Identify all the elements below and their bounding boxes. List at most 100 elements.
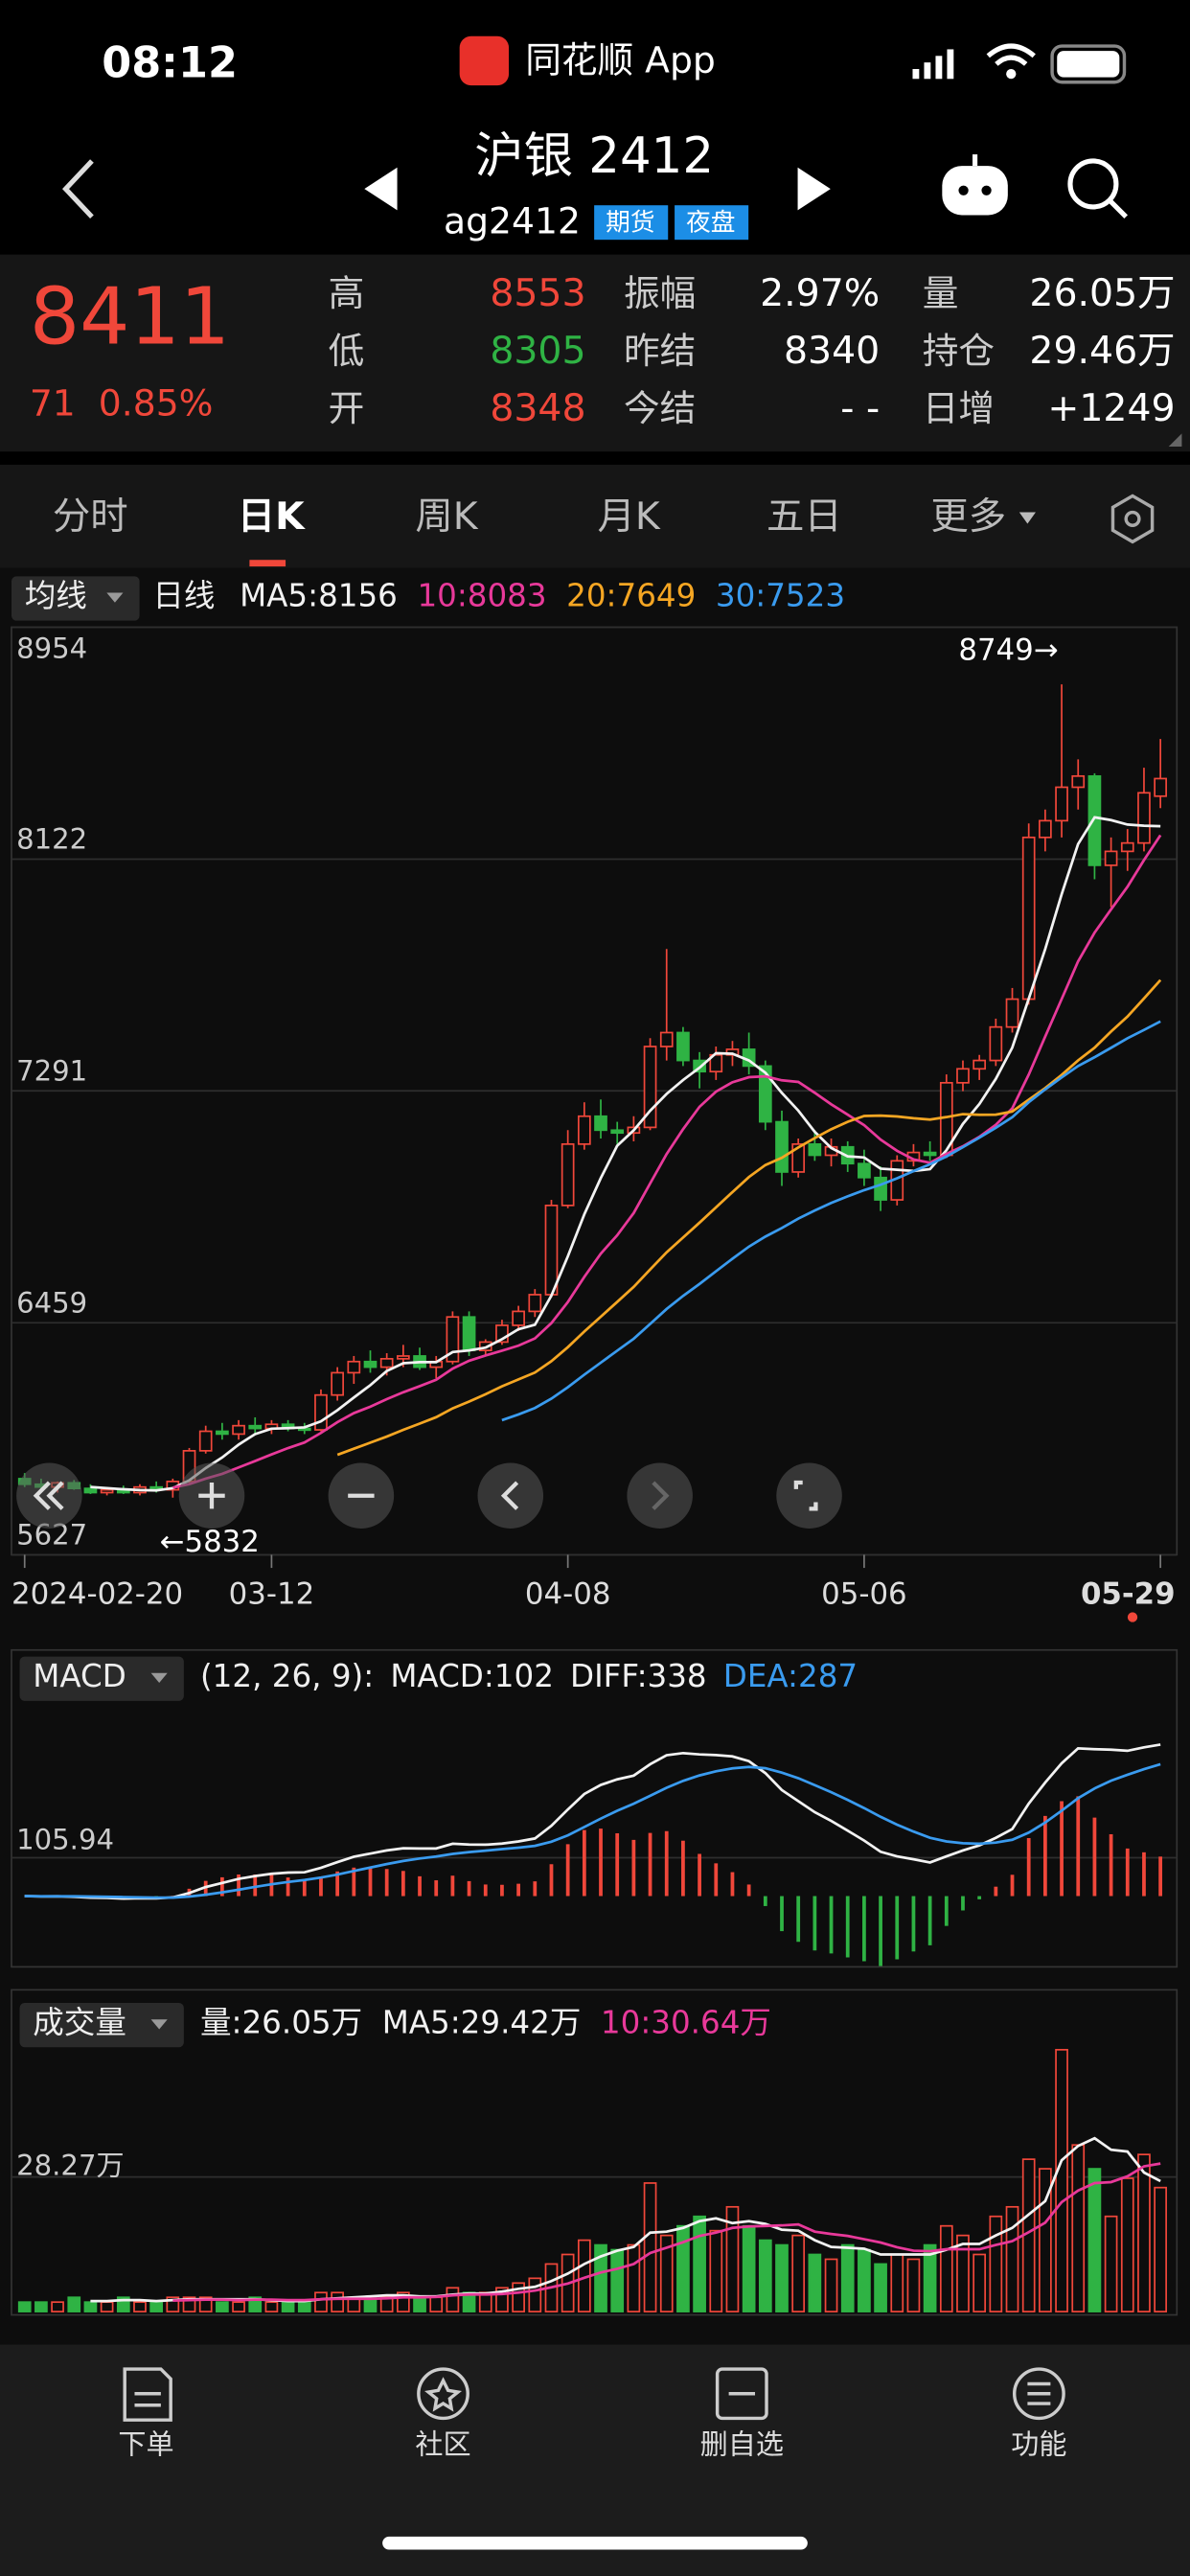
volume-legend: 10:30.64万 <box>601 2004 771 2040</box>
tag: 期货 <box>606 209 654 238</box>
tab[interactable]: 更多 <box>930 494 1006 539</box>
status-app: 同花顺 App <box>525 39 716 81</box>
volume-bar <box>1055 2048 1068 2312</box>
signal-icon <box>912 49 954 80</box>
candle-body <box>577 1115 591 1145</box>
quote-label: 低 <box>329 330 365 372</box>
control-button[interactable] <box>477 1462 544 1529</box>
selector-bg <box>19 2003 184 2048</box>
macd-legend: DIFF:338 <box>570 1658 707 1694</box>
candle-body <box>874 1176 887 1201</box>
nav-label[interactable]: 删自选 <box>700 2428 784 2461</box>
control-button[interactable] <box>627 1462 693 1529</box>
low-annotation: ←5832 <box>160 1525 260 1559</box>
volume-bar <box>1039 2168 1052 2312</box>
volume-bar <box>627 2243 641 2312</box>
volume-bar <box>973 2253 987 2312</box>
quote-value: 8553 <box>490 271 585 315</box>
candle-body <box>659 1031 674 1047</box>
nav-label[interactable]: 下单 <box>118 2428 173 2461</box>
candle-body <box>379 1358 394 1368</box>
volume-bar <box>116 2296 130 2312</box>
tab[interactable]: 分时 <box>53 494 128 539</box>
volume-bar <box>643 2182 657 2312</box>
tag-bg <box>675 205 749 241</box>
candle-body <box>1154 777 1167 797</box>
candle-body <box>1071 774 1086 789</box>
nav-label[interactable]: 社区 <box>415 2428 470 2461</box>
candle-body <box>808 1142 822 1157</box>
x-tick-label: 05-29 <box>1081 1577 1176 1612</box>
dea-line <box>24 1762 1161 1899</box>
dropdown-arrow <box>150 2019 168 2030</box>
candle-body <box>83 1487 98 1494</box>
candle-body <box>791 1142 806 1173</box>
quote-value: 29.46万 <box>1029 329 1175 373</box>
nav-label[interactable]: 功能 <box>1011 2428 1066 2461</box>
quote-label: 开 <box>329 387 365 429</box>
candle-body <box>989 1025 1003 1062</box>
battery-level <box>1057 51 1120 78</box>
volume-bar <box>742 2224 756 2312</box>
candle-body <box>462 1316 476 1351</box>
volume-bar <box>923 2243 937 2312</box>
candle-body <box>331 1371 344 1396</box>
control-button[interactable] <box>776 1462 842 1529</box>
volume-bar <box>198 2296 213 2312</box>
volume-bar <box>725 2205 740 2312</box>
ma-legend: 20:7649 <box>566 578 696 614</box>
volume-bar <box>906 2258 921 2312</box>
back-button[interactable] <box>61 159 94 218</box>
candle-body <box>1005 998 1019 1028</box>
candle-body <box>956 1068 970 1084</box>
volume-bar <box>331 2291 344 2312</box>
y-tick-label: 105.94 <box>16 1823 114 1855</box>
volume-bar <box>67 2296 81 2312</box>
quote-label: 量 <box>923 272 959 314</box>
ma-line <box>90 816 1161 1492</box>
x-tick-label: 04-08 <box>525 1577 611 1612</box>
volume-bar <box>446 2287 460 2312</box>
tab[interactable]: 日K <box>238 494 306 539</box>
volume-bar <box>693 2215 706 2312</box>
selector[interactable]: 均线 <box>25 578 87 614</box>
volume-bar <box>528 2277 542 2312</box>
candle-body <box>1039 819 1052 839</box>
prev-button[interactable] <box>364 167 398 211</box>
settings-icon[interactable] <box>1110 494 1155 544</box>
candle-body <box>594 1115 607 1132</box>
tab[interactable]: 五日 <box>767 494 842 539</box>
selector-bg <box>19 1656 184 1701</box>
quote-panel <box>0 254 1190 452</box>
volume-bar <box>1137 2153 1151 2312</box>
candle-body <box>314 1393 328 1431</box>
x-tick-label: 05-06 <box>821 1577 907 1612</box>
chart-frame <box>11 1989 1179 2316</box>
robot-icon[interactable] <box>942 154 1008 216</box>
candle-body <box>248 1424 263 1430</box>
candle-body <box>446 1316 460 1363</box>
search-icon[interactable] <box>1067 158 1129 219</box>
selector[interactable]: 成交量 <box>33 2004 126 2040</box>
candle-body <box>643 1046 657 1129</box>
selector[interactable]: MACD <box>33 1658 126 1694</box>
volume-bar <box>1071 2144 1086 2312</box>
battery <box>1050 44 1127 84</box>
volume-bar <box>34 2301 48 2312</box>
candle-body <box>1055 786 1068 822</box>
volume-bar <box>397 2291 410 2312</box>
candle-body <box>216 1430 229 1436</box>
volume-legend: 量:26.05万 <box>200 2004 362 2040</box>
volume-bar <box>989 2215 1003 2312</box>
wifi-icon <box>986 43 1036 66</box>
candle-body <box>347 1360 361 1374</box>
quote-value: 8348 <box>490 386 585 430</box>
ma-line <box>501 1020 1161 1422</box>
next-button[interactable] <box>797 167 831 211</box>
volume-bar <box>149 2301 164 2312</box>
control-icons <box>33 1480 818 1511</box>
tab[interactable]: 周K <box>415 494 478 539</box>
quote-label: 日增 <box>923 387 995 429</box>
tab[interactable]: 月K <box>598 494 661 539</box>
